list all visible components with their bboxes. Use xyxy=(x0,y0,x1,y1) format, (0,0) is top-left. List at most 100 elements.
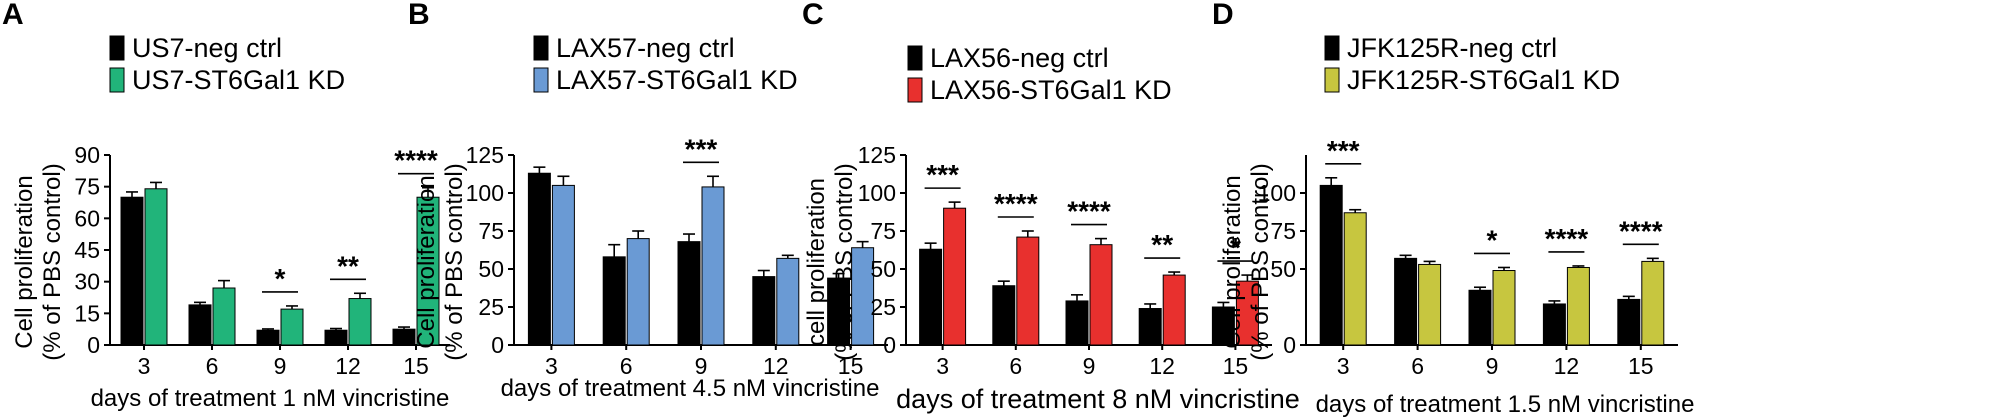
significance-label: **** xyxy=(1067,196,1111,227)
bar-control xyxy=(392,328,416,346)
x-axis-title: days of treatment 8 nM vincristine xyxy=(896,384,1300,414)
x-tick-label: 9 xyxy=(695,353,708,379)
x-tick-label: 3 xyxy=(1337,353,1350,379)
x-axis-title: days of treatment 1 nM vincristine xyxy=(91,385,450,412)
legend-swatch xyxy=(533,35,549,61)
x-tick-label: 15 xyxy=(1223,353,1249,379)
bar-knockdown xyxy=(1641,260,1665,346)
y-tick-label: 75 xyxy=(74,174,100,200)
y-tick-label: 50 xyxy=(478,256,504,282)
y-tick-label: 100 xyxy=(858,180,896,206)
y-axis-subtitle: (% of PBS control) xyxy=(441,163,468,360)
bar-knockdown xyxy=(776,257,800,346)
significance-label: **** xyxy=(394,145,438,176)
x-tick-label: 6 xyxy=(1009,353,1022,379)
legend-swatch xyxy=(533,67,549,93)
legend-swatch xyxy=(109,35,125,61)
y-tick-label: 0 xyxy=(87,332,100,358)
legend-label: LAX56-ST6Gal1 KD xyxy=(930,75,1172,105)
panel-letter: D xyxy=(1212,0,1234,31)
x-tick-label: 12 xyxy=(1554,353,1580,379)
bar-control xyxy=(1138,308,1162,346)
significance-label: *** xyxy=(926,159,959,190)
x-tick-label: 9 xyxy=(1486,353,1499,379)
legend-swatch xyxy=(1324,35,1340,61)
y-tick-label: 60 xyxy=(74,205,100,231)
legend-label: US7-neg ctrl xyxy=(132,33,282,63)
x-axis-title: days of treatment 1.5 nM vincristine xyxy=(1316,391,1695,418)
panel-letter: C xyxy=(802,0,824,31)
legend-swatch xyxy=(907,77,923,103)
panel-letter: A xyxy=(2,0,24,31)
legend-label: US7-ST6Gal1 KD xyxy=(132,65,345,95)
bar-control xyxy=(1065,300,1089,346)
x-tick-label: 15 xyxy=(403,353,429,379)
y-tick-label: 15 xyxy=(74,300,100,326)
significance-label: *** xyxy=(685,133,718,164)
significance-label: ** xyxy=(337,250,359,281)
legend-label: LAX57-neg ctrl xyxy=(556,33,735,63)
y-tick-label: 75 xyxy=(870,218,896,244)
y-tick-label: 75 xyxy=(478,218,504,244)
bar-knockdown xyxy=(1492,270,1516,346)
legend-label: LAX56-neg ctrl xyxy=(930,43,1109,73)
bar-control xyxy=(188,304,212,346)
bar-control xyxy=(120,196,144,346)
bar-control xyxy=(827,277,851,346)
bar-knockdown xyxy=(1162,274,1186,346)
bar-knockdown xyxy=(1089,244,1113,346)
bar-control xyxy=(1468,289,1492,346)
y-axis-title: cell proliferation xyxy=(803,178,830,346)
significance-label: * xyxy=(1487,224,1498,255)
x-tick-label: 9 xyxy=(274,353,287,379)
y-axis-title: Cell proliferation xyxy=(413,175,440,348)
y-axis-subtitle: (% of PBS control) xyxy=(831,163,858,360)
x-tick-label: 6 xyxy=(206,353,219,379)
bar-knockdown xyxy=(1418,263,1442,346)
bar-control xyxy=(992,285,1016,346)
y-tick-label: 100 xyxy=(1258,180,1296,206)
y-tick-label: 30 xyxy=(74,269,100,295)
significance-label: * xyxy=(1230,232,1241,263)
x-tick-label: 15 xyxy=(1628,353,1654,379)
bar-knockdown xyxy=(1016,236,1040,346)
y-tick-label: 125 xyxy=(858,142,896,168)
significance-label: *** xyxy=(1327,135,1360,166)
x-tick-label: 12 xyxy=(763,353,789,379)
y-axis-subtitle: (% of PBS control) xyxy=(39,163,66,360)
significance-label: * xyxy=(275,263,286,294)
significance-label: **** xyxy=(1545,223,1589,254)
y-axis-title: Cell proliferation xyxy=(1219,175,1246,348)
y-axis-subtitle: (% of PBS control) xyxy=(1247,163,1274,360)
bar-control xyxy=(324,329,348,346)
bar-knockdown xyxy=(1343,212,1367,346)
x-tick-label: 3 xyxy=(936,353,949,379)
bar-control xyxy=(677,241,701,346)
bar-knockdown xyxy=(1566,266,1590,346)
bar-knockdown xyxy=(144,188,168,346)
x-tick-label: 3 xyxy=(545,353,558,379)
significance-label: **** xyxy=(994,188,1038,219)
legend-label: LAX57-ST6Gal1 KD xyxy=(556,65,798,95)
legend-swatch xyxy=(109,67,125,93)
x-tick-label: 6 xyxy=(1411,353,1424,379)
x-tick-label: 9 xyxy=(1083,353,1096,379)
x-tick-label: 12 xyxy=(1149,353,1175,379)
legend-label: JFK125R-ST6Gal1 KD xyxy=(1347,65,1620,95)
x-tick-label: 15 xyxy=(838,353,864,379)
significance-label: **** xyxy=(1619,215,1663,246)
x-tick-label: 3 xyxy=(138,353,151,379)
bar-knockdown xyxy=(348,298,372,346)
y-tick-label: 0 xyxy=(1283,332,1296,358)
legend-label: JFK125R-neg ctrl xyxy=(1347,33,1557,63)
bar-control xyxy=(1617,298,1641,346)
y-tick-label: 125 xyxy=(466,142,504,168)
x-axis-title: days of treatment 4.5 nM vincristine xyxy=(501,375,880,402)
bar-control xyxy=(1542,303,1566,346)
bar-knockdown xyxy=(551,184,575,346)
